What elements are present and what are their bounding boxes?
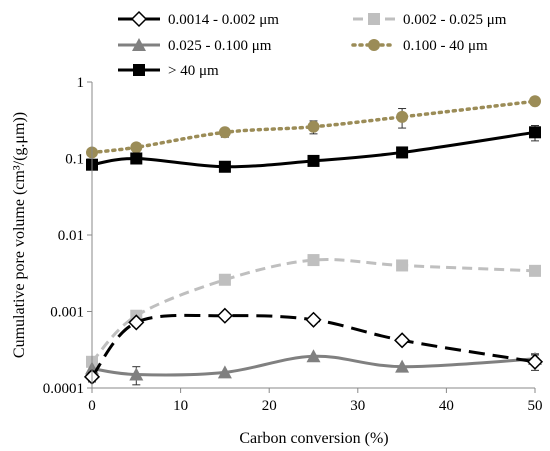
- series-3: [86, 95, 541, 159]
- series-line: [90, 258, 536, 363]
- data-point: [217, 365, 232, 379]
- data-point: [396, 110, 409, 123]
- y-axis-title: Cumulative pore volume (cm³/(g.μm)): [11, 112, 28, 358]
- data-point: [218, 126, 231, 139]
- legend-entry: 0.002 - 0.025 μm: [353, 12, 507, 28]
- y-tick-label: 0.1: [65, 152, 84, 168]
- data-point: [130, 141, 143, 154]
- data-point: [396, 146, 409, 159]
- data-point: [307, 254, 320, 267]
- series-line: [90, 313, 536, 378]
- legend-marker: [132, 38, 146, 51]
- x-tick-label: 0: [88, 398, 96, 414]
- y-tick-label: 0.001: [50, 305, 84, 321]
- x-tick-label: 50: [528, 398, 543, 414]
- y-tick-label: 0.01: [58, 228, 84, 244]
- legend-entry: 0.100 - 40 μm: [351, 38, 488, 54]
- x-tick-label: 10: [173, 398, 188, 414]
- legend-marker: [368, 13, 380, 25]
- legend-label: 0.002 - 0.025 μm: [403, 12, 507, 28]
- data-point: [128, 314, 145, 331]
- x-tick-label: 20: [262, 398, 277, 414]
- series-0: [83, 307, 544, 385]
- x-tick-label: 30: [350, 398, 365, 414]
- data-point: [305, 311, 322, 328]
- legend-label: 0.100 - 40 μm: [403, 38, 488, 54]
- legend-entry: 0.0014 - 0.002 μm: [118, 10, 279, 28]
- data-point: [307, 154, 320, 167]
- legend: 0.0014 - 0.002 μm 0.002 - 0.025 μm 0.025 -…: [118, 10, 507, 79]
- data-point: [526, 353, 544, 370]
- data-point: [216, 307, 233, 324]
- data-point: [218, 160, 231, 173]
- data-point: [394, 332, 411, 349]
- data-point: [529, 264, 541, 277]
- legend-label: 0.0014 - 0.002 μm: [168, 12, 279, 28]
- data-point: [396, 259, 409, 272]
- y-tick-label: 0.0001: [43, 381, 84, 397]
- legend-marker: [133, 64, 145, 76]
- data-point: [395, 359, 410, 373]
- legend-entry: 0.025 - 0.100 μm: [118, 38, 272, 54]
- series-2: [85, 349, 542, 386]
- plot-area: [83, 95, 544, 386]
- x-axis-title: Carbon conversion (%): [239, 430, 388, 447]
- data-point: [218, 273, 231, 286]
- legend-marker: [368, 39, 380, 51]
- legend-entry: > 40 μm: [118, 63, 219, 79]
- legend-marker: [130, 10, 148, 28]
- legend-label: > 40 μm: [168, 63, 219, 79]
- series-4: [86, 125, 541, 173]
- data-point: [529, 95, 541, 108]
- data-point: [529, 126, 541, 139]
- legend-label: 0.025 - 0.100 μm: [168, 38, 272, 54]
- data-point: [130, 152, 143, 165]
- data-point: [129, 367, 144, 381]
- data-point: [307, 120, 320, 133]
- x-tick-label: 40: [439, 398, 454, 414]
- data-point: [306, 349, 321, 363]
- y-tick-label: 1: [77, 75, 85, 91]
